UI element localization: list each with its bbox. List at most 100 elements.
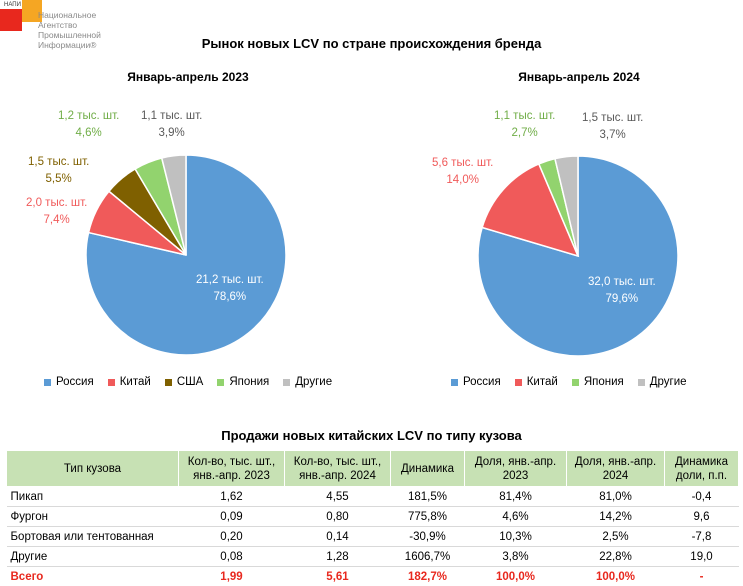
table-cell: -7,8 xyxy=(664,526,739,547)
legend-swatch xyxy=(514,378,522,386)
pie-slice-Другие xyxy=(554,155,579,257)
legend-item: Россия xyxy=(451,376,501,388)
table-cell: 2,5% xyxy=(566,526,665,547)
legend-label: США xyxy=(176,376,204,388)
table-cell: Фургон xyxy=(6,506,179,527)
slice-value: 1,5 тыс. шт. xyxy=(28,156,90,168)
pie-chart-2024 xyxy=(477,155,679,357)
sales-table: Тип кузова Кол-во, тыс. шт., янв.-апр. 2… xyxy=(6,450,739,586)
slice-value: 1,1 тыс. шт. xyxy=(141,110,203,122)
legend-item: Япония xyxy=(571,376,624,388)
legend-swatch xyxy=(283,378,291,386)
pie-2024-label-other: 1,5 тыс. шт. 3,7% xyxy=(582,110,643,144)
pie-2023-label-china: 2,0 тыс. шт. 7,4% xyxy=(26,195,87,229)
column-header: Доля, янв.-апр. 2024 xyxy=(566,450,665,487)
pie-2023-label-russia: 21,2 тыс. шт. 78,6% xyxy=(196,272,264,306)
table-cell: Бортовая или тентованная xyxy=(6,526,179,547)
table-cell: 1,99 xyxy=(220,570,243,583)
logo-red-square xyxy=(0,9,22,31)
table-cell: 0,08 xyxy=(178,546,285,567)
slice-percent: 3,9% xyxy=(158,127,185,139)
table-cell: Всего xyxy=(10,570,44,583)
slice-percent: 14,0% xyxy=(446,174,479,186)
logo-line: Национальное xyxy=(38,10,97,20)
column-header: Кол-во, тыс. шт., янв.-апр. 2024 xyxy=(284,450,391,487)
legend-item: США xyxy=(164,376,204,388)
slice-percent: 2,7% xyxy=(511,127,538,139)
slice-value: 21,2 тыс. шт. xyxy=(196,274,264,286)
table-cell: 10,3% xyxy=(464,526,567,547)
logo-text: Национальное Агентство Промышленной Инфо… xyxy=(38,10,101,50)
pie-chart-2023 xyxy=(85,154,287,356)
table-cell: - xyxy=(699,570,704,583)
table-cell: 22,8% xyxy=(566,546,665,567)
table-cell: 1,28 xyxy=(284,546,391,567)
pie-2023-label-japan: 1,2 тыс. шт. 4,6% xyxy=(58,108,119,142)
table-cell: 3,8% xyxy=(464,546,567,567)
legend-swatch xyxy=(107,378,115,386)
column-header: Тип кузова xyxy=(6,450,179,487)
table-cell: 0,20 xyxy=(178,526,285,547)
table-cell: 100,0% xyxy=(495,570,535,583)
slice-percent: 4,6% xyxy=(75,127,102,139)
table-cell: 14,2% xyxy=(566,506,665,527)
slice-value: 1,2 тыс. шт. xyxy=(58,110,120,122)
table-cell: 9,6 xyxy=(664,506,739,527)
table-cell: 5,61 xyxy=(326,570,349,583)
slice-value: 2,0 тыс. шт. xyxy=(26,197,88,209)
column-header: Кол-во, тыс. шт., янв.-апр. 2023 xyxy=(178,450,285,487)
slice-percent: 78,6% xyxy=(213,291,247,303)
legend-label: Япония xyxy=(583,376,624,388)
table-cell: 81,4% xyxy=(464,486,567,507)
legend-item: Другие xyxy=(283,376,332,388)
logo-orange-square xyxy=(22,0,42,22)
pie-2024-label-china: 5,6 тыс. шт. 14,0% xyxy=(432,155,493,189)
legend-label: Япония xyxy=(229,376,270,388)
table-cell: 100,0% xyxy=(595,570,635,583)
table-cell: -30,9% xyxy=(390,526,465,547)
legend-label: Китай xyxy=(526,376,558,388)
table-cell: 4,55 xyxy=(284,486,391,507)
slice-percent: 3,7% xyxy=(599,129,626,141)
pie-2024-label-japan: 1,1 тыс. шт. 2,7% xyxy=(494,108,555,142)
legend-label: Россия xyxy=(463,376,501,388)
column-header: Динамика xyxy=(390,450,465,487)
pie-2024-label-russia: 32,0 тыс. шт. 79,6% xyxy=(588,274,656,308)
table-cell: 19,0 xyxy=(664,546,739,567)
table-cell: 1,62 xyxy=(178,486,285,507)
column-header: Доля, янв.-апр. 2023 xyxy=(464,450,567,487)
legend-item: Китай xyxy=(514,376,558,388)
table-cell: 775,8% xyxy=(390,506,465,527)
slice-value: 1,1 тыс. шт. xyxy=(494,110,556,122)
table-cell: Пикап xyxy=(6,486,179,507)
logo-line: Агентство xyxy=(38,20,78,30)
table-cell: 0,14 xyxy=(284,526,391,547)
legend-item: Япония xyxy=(217,376,269,388)
table-cell: 81,0% xyxy=(566,486,665,507)
table-cell: 181,5% xyxy=(390,486,465,507)
pie-2024-title: Январь-апрель 2024 xyxy=(518,70,640,84)
pie-2023-label-other: 1,1 тыс. шт. 3,9% xyxy=(141,108,202,142)
table-header-row: Тип кузова Кол-во, тыс. шт., янв.-апр. 2… xyxy=(6,450,739,487)
logo-abbr: НАПИ xyxy=(4,2,21,8)
table-title: Продажи новых китайских LCV по типу кузо… xyxy=(221,428,522,443)
table-cell: 4,6% xyxy=(464,506,567,527)
legend-label: Другие xyxy=(295,376,333,388)
slice-value: 1,5 тыс. шт. xyxy=(582,112,644,124)
legend-swatch xyxy=(44,378,51,386)
pie-slice-Другие xyxy=(160,154,187,256)
main-title: Рынок новых LCV по стране происхождения … xyxy=(201,36,542,51)
table-row: Пикап 1,62 4,55 181,5% 81,4% 81,0% -0,4 xyxy=(6,486,739,507)
slice-percent: 7,4% xyxy=(43,214,70,226)
legend-label: Россия xyxy=(56,376,94,388)
slice-percent: 5,5% xyxy=(45,173,72,185)
table-row: Бортовая или тентованная 0,20 0,14 -30,9… xyxy=(6,526,739,547)
legend-item: Другие xyxy=(637,376,687,388)
pie-2024-legend: Россия Китай Япония Другие xyxy=(451,376,687,388)
column-header: Динамика доли, п.п. xyxy=(664,450,739,487)
table-cell: 0,09 xyxy=(178,506,285,527)
legend-label: Китай xyxy=(119,376,151,388)
table-total-row: Всего 1,99 5,61 182,7% 100,0% 100,0% - xyxy=(7,567,739,586)
legend-swatch xyxy=(451,378,458,386)
legend-label: Другие xyxy=(649,376,687,388)
